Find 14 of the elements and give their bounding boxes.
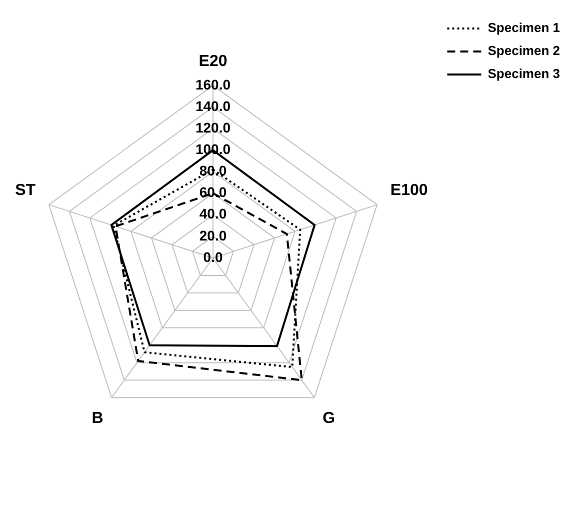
legend-label: Specimen 1 xyxy=(488,20,560,36)
spoke-label: ST xyxy=(15,182,36,200)
legend-label: Specimen 3 xyxy=(488,66,560,82)
legend-label: Specimen 2 xyxy=(488,43,560,58)
y-tick-label: 0.0 xyxy=(203,248,223,265)
y-tick-label: 20.0 xyxy=(199,227,227,244)
spoke-label: E100 xyxy=(390,182,428,200)
spoke-label: E20 xyxy=(198,53,228,70)
y-tick-label: 160.0 xyxy=(195,76,231,92)
y-tick-label: 120.0 xyxy=(195,119,231,136)
y-tick-label: 40.0 xyxy=(199,206,227,222)
spoke-label: B xyxy=(92,410,104,427)
y-tick-label: 140.0 xyxy=(195,98,231,114)
spoke-label: G xyxy=(322,410,336,427)
